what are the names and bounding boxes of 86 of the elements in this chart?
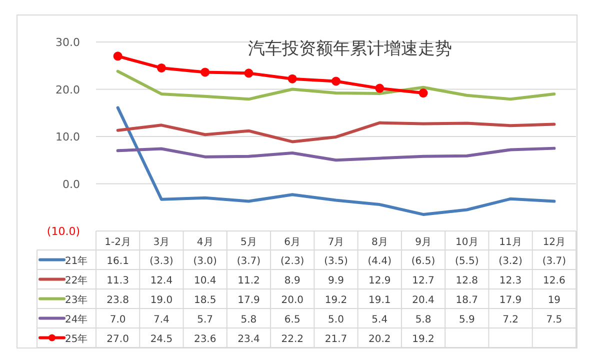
data-label: (3.3) <box>150 256 174 267</box>
point <box>200 68 210 77</box>
x-tick-label: 3月 <box>153 237 170 248</box>
data-label: 12.8 <box>456 275 478 286</box>
data-label: 7.5 <box>546 314 562 326</box>
data-label: 12.4 <box>150 275 173 286</box>
data-label: 20.0 <box>281 294 304 306</box>
point <box>418 88 428 98</box>
legend-label: 23年 <box>65 294 88 306</box>
y-tick-label: 20.0 <box>56 83 80 96</box>
x-tick-label: 4月 <box>196 237 214 248</box>
data-label: 19.0 <box>150 294 173 306</box>
point <box>156 63 166 72</box>
x-tick-label: 5月 <box>240 237 257 248</box>
y-tick-label: 30.0 <box>56 36 80 49</box>
data-label: (5.5) <box>455 256 479 267</box>
data-label: 9.9 <box>328 275 344 286</box>
chart-title: 汽车投资额年累计增速走势 <box>248 39 452 59</box>
x-tick-label: 1-2月 <box>104 237 131 248</box>
data-label: 5.0 <box>328 314 344 326</box>
y-tick-label: (10.0) <box>46 225 80 238</box>
data-label: 5.4 <box>372 314 388 326</box>
data-label: (4.4) <box>368 256 392 267</box>
x-tick-label: 8月 <box>371 237 388 248</box>
data-label: 12.7 <box>412 275 434 286</box>
data-label: 19.1 <box>368 294 391 306</box>
data-label: 17.9 <box>499 294 522 306</box>
data-label: 23.4 <box>238 334 260 345</box>
data-label: 5.7 <box>197 314 214 326</box>
data-label: 11.2 <box>238 275 260 286</box>
data-label: (2.3) <box>280 256 304 267</box>
point <box>113 52 122 61</box>
data-label: 19.2 <box>412 334 434 345</box>
data-label: 12.9 <box>368 275 391 286</box>
line-series <box>116 146 556 162</box>
data-label: 19 <box>548 294 561 306</box>
line-series <box>116 121 556 144</box>
data-label: 20.2 <box>368 334 391 345</box>
data-label: 5.8 <box>240 314 257 326</box>
x-tick-label: 9月 <box>415 237 432 248</box>
line-series <box>116 70 556 101</box>
data-label: 18.5 <box>194 294 216 306</box>
legend-label: 25年 <box>65 332 88 345</box>
data-label: 7.0 <box>110 314 126 326</box>
data-label: 6.5 <box>284 314 300 326</box>
data-label: 5.8 <box>415 314 432 326</box>
data-label: 7.2 <box>502 314 518 326</box>
y-tick-label: 10.0 <box>56 130 80 144</box>
data-label: 24.5 <box>150 334 173 345</box>
point <box>332 76 340 86</box>
data-label: (3.2) <box>498 256 522 267</box>
legend-label: 22年 <box>65 274 88 286</box>
data-label: 20.4 <box>412 294 434 306</box>
data-label: 18.7 <box>456 294 478 306</box>
data-label: (3.0) <box>193 256 218 267</box>
data-label: 12.6 <box>543 275 566 286</box>
point <box>288 74 297 84</box>
legend-label: 21年 <box>65 254 88 267</box>
x-tick-label: 12月 <box>542 237 566 248</box>
data-label: (3.5) <box>324 256 348 267</box>
line-series <box>116 106 556 216</box>
data-label: 19.2 <box>324 294 348 306</box>
data-label: 7.4 <box>154 314 170 326</box>
data-label: 12.3 <box>499 275 522 286</box>
point <box>244 68 254 78</box>
data-label: 23.6 <box>194 334 216 345</box>
legend-label: 24年 <box>65 313 88 326</box>
x-tick-label: 7月 <box>328 237 344 248</box>
point <box>375 84 384 93</box>
data-label: (3.7) <box>236 256 261 267</box>
x-tick-label: 10月 <box>456 237 478 248</box>
data-label: 27.0 <box>106 334 129 345</box>
x-tick-label: 11月 <box>499 237 522 248</box>
data-label: 11.3 <box>106 275 129 286</box>
data-label: 16.1 <box>106 256 129 267</box>
data-label: (3.7) <box>542 256 566 267</box>
data-label: 5.9 <box>458 314 475 326</box>
data-label: 22.2 <box>281 334 304 345</box>
data-label: 10.4 <box>194 275 216 286</box>
y-tick-label: 0.0 <box>62 178 80 191</box>
data-label: 23.8 <box>106 294 129 306</box>
data-label: (6.5) <box>411 256 436 267</box>
data-label: 17.9 <box>238 294 260 306</box>
data-label: 21.7 <box>324 334 348 345</box>
data-label: 8.9 <box>284 275 300 286</box>
x-tick-label: 6月 <box>284 237 301 248</box>
